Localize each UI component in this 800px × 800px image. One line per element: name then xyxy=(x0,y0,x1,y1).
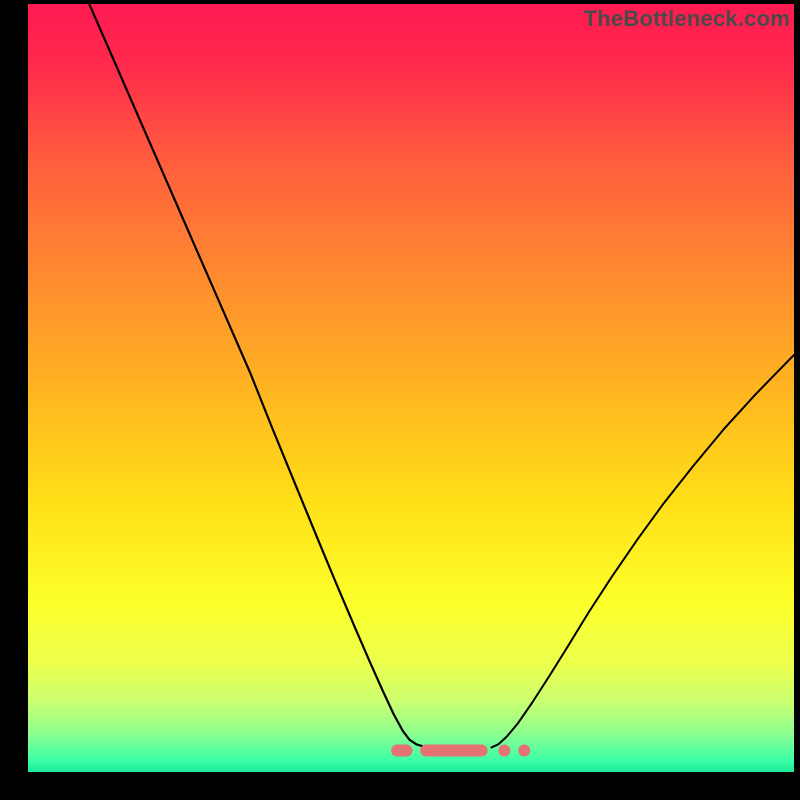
frame-left xyxy=(0,0,28,800)
bottom-segment-1 xyxy=(420,744,487,756)
frame-top xyxy=(0,0,800,4)
bottom-segment-2 xyxy=(498,744,510,756)
frame-right xyxy=(794,0,800,800)
frame-bottom xyxy=(0,772,800,800)
chart-canvas: TheBottleneck.com xyxy=(0,0,800,800)
bottom-segment-0 xyxy=(391,744,412,756)
plot-svg xyxy=(28,4,794,772)
watermark-text: TheBottleneck.com xyxy=(584,6,790,32)
gradient-background xyxy=(28,4,794,772)
bottom-segment-3 xyxy=(518,744,530,756)
plot-area xyxy=(28,4,794,772)
